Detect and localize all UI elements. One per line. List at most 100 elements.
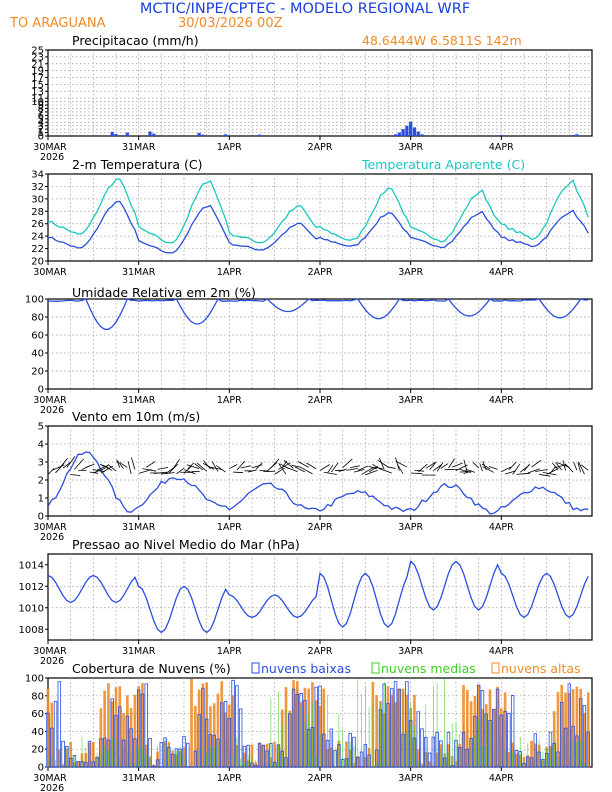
cloud-mid-bar <box>538 739 540 767</box>
cloud-low-bar <box>80 761 84 768</box>
cloud-mid-bar <box>489 722 491 767</box>
cloud-low-bar <box>182 736 186 768</box>
mslp-xtick-label: 3APR <box>398 646 423 657</box>
cloud-low-bar <box>567 683 572 768</box>
cloud-high-bar <box>50 702 54 767</box>
mslp-title: Pressao ao Nivel Medio do Mar (hPa) <box>72 537 300 552</box>
wind-arrow <box>508 461 517 471</box>
cloud-mid-bar <box>478 719 479 767</box>
cloud-mid-bar <box>504 750 506 767</box>
wind-arrow <box>70 474 81 476</box>
cloud-low-bar <box>420 728 424 768</box>
wind-arrow <box>164 467 175 475</box>
wind-xtick-label: 4APR <box>489 522 514 533</box>
precip-bar <box>575 134 579 136</box>
cloud-low-bar <box>352 736 356 768</box>
cloud-mid-bar <box>383 681 385 767</box>
cloud-low-bar <box>522 762 526 768</box>
cloud-mid-bar <box>535 747 536 767</box>
cloud-low-bar <box>405 681 409 768</box>
cloud-low-bar <box>575 735 579 768</box>
precip-bar <box>420 134 424 136</box>
cloud-mid-bar <box>176 750 177 767</box>
cloud-mid-bar <box>93 745 94 767</box>
cloud-mid-bar <box>387 721 389 767</box>
wind-arrow <box>278 463 287 475</box>
wind-arrow <box>377 459 389 468</box>
wind-arrow <box>66 456 76 468</box>
run-label: 30/03/2026 00Z <box>178 16 283 31</box>
temp-ytick-label: 20 <box>31 257 44 268</box>
cloud-low-bar <box>556 751 560 768</box>
cloud-low-bar <box>129 728 133 768</box>
cloud-mid-bar <box>576 741 578 767</box>
cloud-low-bar <box>238 708 243 768</box>
mslp-ytick-label: 1014 <box>19 560 44 571</box>
cloud-low-bar <box>61 740 65 768</box>
precip-bar <box>114 133 118 136</box>
cloud-low-bar <box>223 701 228 768</box>
cloud-high-bar <box>262 744 265 767</box>
cloud-mid-bar <box>59 766 60 767</box>
cloud-xtick-label: 3APR <box>398 773 423 784</box>
cloud-low-bar <box>541 759 545 768</box>
rh-xtick-label: 31MAR <box>122 395 156 406</box>
wind-speed-line <box>47 451 589 515</box>
cloud-mid-bar <box>142 746 143 767</box>
precip-bar <box>125 132 129 136</box>
wind-arrow <box>346 468 359 471</box>
wind-arrow <box>361 467 374 475</box>
cloud-high-bar <box>473 696 477 767</box>
mslp-line <box>47 560 589 634</box>
cloud-mid-bar <box>342 729 343 767</box>
wind-arrow <box>448 458 455 469</box>
cloud-low-bar <box>537 751 541 768</box>
cloud-low-bar <box>571 726 575 768</box>
wind-arrow <box>433 464 443 472</box>
cloud-low-bar <box>72 754 77 768</box>
cloud-high-bar <box>107 683 110 767</box>
wind-arrow <box>229 464 238 470</box>
precip-ytick-label: 21 <box>31 59 44 70</box>
wind-arrow <box>488 466 498 470</box>
cloud-mid-bar <box>485 715 487 767</box>
cloud-low-bar <box>548 731 553 768</box>
cloud-mid-bar <box>225 739 226 767</box>
cloud-mid-bar <box>123 749 124 767</box>
cloud-low-bar <box>424 736 428 768</box>
wind-arrow <box>47 468 55 475</box>
cloud-low-bar <box>390 688 394 768</box>
cloud-low-bar <box>378 709 383 768</box>
cloud-low-bar <box>427 752 432 768</box>
cloud-mid-bar <box>266 762 268 767</box>
precip-ytick-label: 25 <box>31 46 44 57</box>
cloud-low-bar <box>329 728 334 768</box>
cloud-mid-bar <box>104 745 105 767</box>
cloud-high-bar <box>194 705 197 767</box>
cloud-low-bar <box>257 743 262 768</box>
cloud-mid-bar <box>281 722 283 767</box>
cloud-mid-bar <box>399 701 400 767</box>
cloud-mid-bar <box>455 722 457 767</box>
cloud-high-bar <box>530 740 533 767</box>
cloud-low-bar <box>552 742 556 768</box>
cloud-low-bar <box>174 748 179 768</box>
mslp-xtick-label: 1APR <box>217 646 242 657</box>
wind-arrow <box>429 462 436 471</box>
cloud-low-bar <box>133 738 137 768</box>
rh-year-label: 2026 <box>40 405 64 416</box>
cloud-low-bar <box>68 757 73 768</box>
cloud-mid-bar <box>259 744 260 767</box>
cloud-low-bar <box>231 679 235 768</box>
cloud-title: Cobertura de Nuvens (%) <box>72 661 231 676</box>
precip-ytick-label: 9 <box>38 101 44 112</box>
wind-arrow <box>353 469 365 473</box>
cloud-low-bar <box>514 750 519 768</box>
wind-arrow <box>410 472 423 475</box>
cloud-low-bar <box>412 737 417 768</box>
cloud-high-bar <box>586 692 590 767</box>
wind-arrow <box>531 459 542 468</box>
wind-ytick-label: 4 <box>38 440 44 451</box>
cloud-low-bar <box>503 710 507 768</box>
